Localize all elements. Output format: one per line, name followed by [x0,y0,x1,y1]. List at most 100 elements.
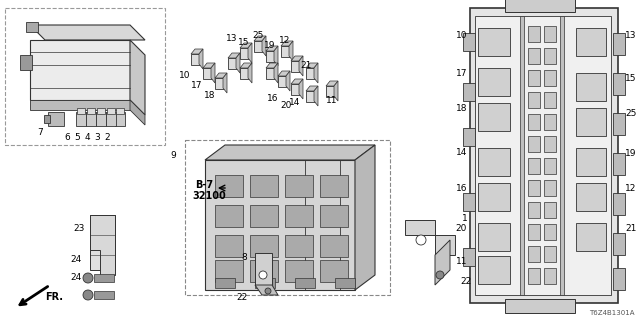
Bar [26,22,38,32]
Bar [528,70,540,86]
Text: 7: 7 [37,127,43,137]
Bar [576,148,606,176]
Bar [215,260,243,282]
Polygon shape [286,71,290,91]
Bar [544,92,556,108]
Bar [576,28,606,56]
Text: 8: 8 [241,252,247,261]
Bar [266,51,275,62]
Bar [115,112,125,126]
Text: 13: 13 [625,30,637,39]
Text: 6: 6 [64,132,70,141]
Bar [326,86,335,97]
Text: 13: 13 [227,34,237,43]
Bar [470,8,618,303]
Bar [478,148,510,176]
Bar [291,61,300,72]
Bar [544,114,556,130]
Bar [285,205,313,227]
Polygon shape [435,240,450,285]
Text: 1: 1 [462,213,468,222]
Polygon shape [130,40,145,115]
Polygon shape [274,46,278,66]
Bar [520,16,524,295]
Bar [285,175,313,197]
Bar [240,68,249,79]
Bar [528,136,540,152]
Polygon shape [299,79,303,99]
Bar [463,248,475,266]
Polygon shape [20,55,32,70]
Text: 23: 23 [74,223,85,233]
Bar [250,260,278,282]
Bar [544,224,556,240]
Bar [528,180,540,196]
Bar [320,175,348,197]
Bar [306,91,315,102]
Text: 22: 22 [237,293,248,302]
Bar [291,84,300,95]
Bar [613,233,625,255]
Polygon shape [266,63,278,68]
Polygon shape [314,86,318,106]
Bar [544,70,556,86]
Bar [544,136,556,152]
Bar [254,41,263,52]
Text: 21: 21 [625,223,636,233]
Polygon shape [199,49,203,69]
Bar [613,73,625,95]
Bar [463,128,475,146]
Polygon shape [248,43,252,63]
Bar [266,68,275,79]
Bar [544,268,556,284]
Bar [463,33,475,51]
Bar [94,274,114,282]
FancyBboxPatch shape [5,8,165,145]
Bar [528,224,540,240]
Polygon shape [262,36,266,56]
Text: 2: 2 [104,132,110,141]
Bar [528,268,540,284]
Bar [576,223,606,251]
Bar [44,115,50,123]
Polygon shape [191,49,203,54]
Polygon shape [236,53,240,73]
Bar [576,73,606,101]
Bar [544,48,556,64]
Polygon shape [334,81,338,101]
Polygon shape [130,100,145,125]
Text: T6Z4B1301A: T6Z4B1301A [589,310,635,316]
Bar [86,112,96,126]
Text: 22: 22 [460,277,471,286]
Bar [285,235,313,257]
Text: 14: 14 [456,148,467,156]
Polygon shape [306,63,318,68]
Bar [505,0,575,12]
Polygon shape [215,73,227,78]
Bar [48,112,64,126]
Bar [76,112,86,126]
Polygon shape [30,25,145,40]
Bar [478,68,510,96]
Text: 18: 18 [456,103,467,113]
Bar [250,175,278,197]
Bar [335,278,355,288]
Polygon shape [291,79,303,84]
Text: 4: 4 [84,132,90,141]
Bar [94,291,114,299]
Text: 10: 10 [456,30,467,39]
Text: 25: 25 [625,108,636,117]
Text: 20: 20 [456,223,467,233]
Bar [285,260,313,282]
Bar [278,76,287,87]
FancyBboxPatch shape [185,140,390,295]
Polygon shape [306,86,318,91]
Bar [106,112,116,126]
Text: 32100: 32100 [192,191,226,201]
Bar [320,205,348,227]
Bar [544,246,556,262]
Text: 16: 16 [266,93,278,102]
Bar [90,215,115,270]
Bar [203,68,212,79]
Polygon shape [90,215,115,275]
